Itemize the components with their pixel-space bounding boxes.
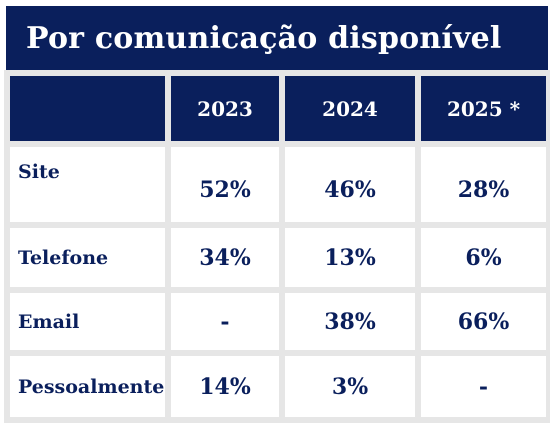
- cell-pessoalmente-2024: 3%: [285, 356, 415, 417]
- cell-email-2025: 66%: [421, 293, 546, 350]
- row-label-pessoalmente: Pessoalmente: [10, 356, 165, 417]
- cell-site-2023: 52%: [171, 147, 279, 222]
- cell-telefone-2024: 13%: [285, 228, 415, 287]
- cell-telefone-2023: 34%: [171, 228, 279, 287]
- cell-telefone-2025: 6%: [421, 228, 546, 287]
- header-cell-2023: 2023: [171, 76, 279, 141]
- header-cell-2024: 2024: [285, 76, 415, 141]
- cell-email-2024: 38%: [285, 293, 415, 350]
- cell-site-2024: 46%: [285, 147, 415, 222]
- header-cell-2025: 2025 *: [421, 76, 546, 141]
- cell-site-2025: 28%: [421, 147, 546, 222]
- row-label-telefone: Telefone: [10, 228, 165, 287]
- header-cell-blank: [10, 76, 165, 141]
- cell-pessoalmente-2023: 14%: [171, 356, 279, 417]
- data-table: 2023 2024 2025 * Site 52% 46% 28% Telefo…: [4, 70, 550, 423]
- table-title: Por comunicação disponível: [6, 6, 548, 70]
- row-label-site: Site: [10, 147, 165, 222]
- row-label-email: Email: [10, 293, 165, 350]
- cell-email-2023: -: [171, 293, 279, 350]
- cell-pessoalmente-2025: -: [421, 356, 546, 417]
